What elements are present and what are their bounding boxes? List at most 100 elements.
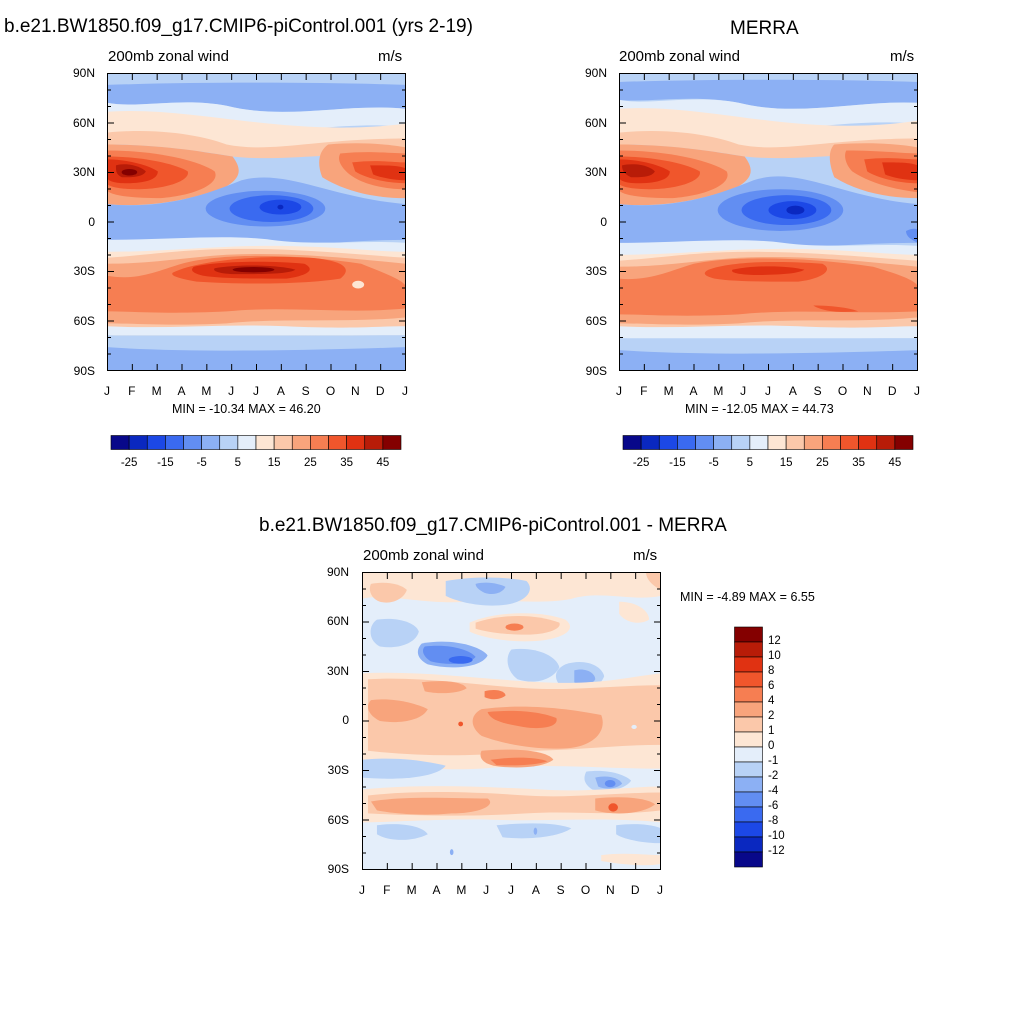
colorbar-swatch <box>695 435 714 450</box>
colorbar-swatch <box>165 435 184 450</box>
obs-panel-title: MERRA <box>730 18 799 39</box>
colorbar-label: 25 <box>815 457 829 469</box>
colorbar-label: 12 <box>768 635 781 647</box>
xtick-label: A <box>788 384 797 398</box>
xtick-label: J <box>359 883 365 897</box>
xtick-label: J <box>402 384 408 398</box>
colorbar-swatch <box>731 435 751 450</box>
obs-ytick-60n: 60N <box>584 116 607 130</box>
colorbar-swatch <box>734 836 763 853</box>
model-contour-plot <box>107 73 406 371</box>
colorbar-swatch <box>291 435 311 450</box>
model-ytick-60n: 60N <box>72 116 95 130</box>
model-ytick-90s: 90S <box>73 364 95 378</box>
diff-ytick-60n: 60N <box>326 614 349 628</box>
colorbar-swatch <box>734 656 763 673</box>
colorbar-swatch <box>734 746 763 763</box>
colorbar-swatch <box>640 435 660 450</box>
obs-ytick-90n: 90N <box>584 66 607 80</box>
colorbar-label: -1 <box>768 755 779 767</box>
colorbar-swatch <box>734 791 763 808</box>
colorbar-label: -2 <box>768 770 779 782</box>
colorbar-swatch <box>822 435 841 450</box>
model-ytick-30s: 30S <box>73 264 95 278</box>
colorbar-label: 45 <box>888 457 902 469</box>
obs-ytick-90s: 90S <box>585 364 607 378</box>
xtick-label: D <box>887 384 897 398</box>
colorbar-label: 8 <box>768 665 775 677</box>
diff-ytick-30s: 30S <box>327 763 349 777</box>
xtick-label: M <box>713 384 724 398</box>
colorbar-label: -15 <box>669 457 686 469</box>
colorbar-swatch <box>734 776 763 793</box>
colorbar-swatch <box>622 435 642 450</box>
colorbar-swatch <box>749 435 769 450</box>
colorbar-label: -6 <box>768 800 779 812</box>
colorbar-swatch <box>255 435 275 450</box>
obs-contour-plot <box>619 73 918 371</box>
xtick-label: J <box>765 384 771 398</box>
colorbar-label: -5 <box>196 457 207 469</box>
colorbar-label: 0 <box>768 740 775 752</box>
colorbar-swatch <box>382 435 402 450</box>
colorbar-swatch <box>328 435 347 450</box>
colorbar-swatch <box>183 435 202 450</box>
diff-ytick-90n: 90N <box>326 565 349 579</box>
xtick-label: A <box>531 883 540 897</box>
model-ytick-90n: 90N <box>72 66 95 80</box>
colorbar-swatch <box>734 851 763 868</box>
diff-units-label: m/s <box>633 547 658 564</box>
xtick-label: D <box>630 883 640 897</box>
colorbar-swatch <box>237 435 257 450</box>
xtick-label: J <box>616 384 622 398</box>
colorbar-swatch <box>734 806 763 823</box>
colorbar-swatch <box>734 626 763 643</box>
obs-ytick-30n: 30N <box>584 165 607 179</box>
xtick-label: F <box>640 384 648 398</box>
xtick-label: M <box>151 384 162 398</box>
xtick-label: M <box>663 384 674 398</box>
xtick-label: N <box>862 384 872 398</box>
obs-variable-label: 200mb zonal wind <box>619 48 740 65</box>
colorbar-swatch <box>785 435 805 450</box>
xtick-label: O <box>837 384 848 398</box>
colorbar-label: -10 <box>768 830 785 842</box>
xtick-label: F <box>128 384 136 398</box>
colorbar-label: 6 <box>768 680 775 692</box>
xtick-label: J <box>740 384 747 398</box>
model-plot-frame <box>107 73 406 371</box>
diff-minmax: MIN = -4.89 MAX = 6.55 <box>680 590 815 604</box>
colorbar-swatch <box>364 435 384 450</box>
colorbar-swatch <box>734 761 763 778</box>
colorbar-label: 5 <box>234 457 242 469</box>
colorbar-swatch <box>734 716 763 733</box>
model-minmax: MIN = -10.34 MAX = 46.20 <box>172 402 321 416</box>
colorbar-label: -5 <box>708 457 719 469</box>
colorbar-swatch <box>734 671 763 688</box>
colorbar-label: 1 <box>768 725 775 737</box>
diff-panel-title: b.e21.BW1850.f09_g17.CMIP6-piControl.001… <box>259 515 727 536</box>
xtick-label: O <box>325 384 336 398</box>
xtick-label: A <box>276 384 285 398</box>
diff-ytick-90s: 90S <box>327 862 349 876</box>
colorbar-label: -12 <box>768 845 785 857</box>
xtick-label: J <box>228 384 235 398</box>
obs-ytick-30s: 30S <box>585 264 607 278</box>
colorbar-label: -15 <box>157 457 174 469</box>
xtick-label: J <box>104 384 110 398</box>
xtick-label: J <box>483 883 490 897</box>
diff-ytick-30n: 30N <box>326 664 349 678</box>
colorbar-swatch <box>734 731 763 748</box>
colorbar-label: 45 <box>376 457 390 469</box>
colorbar-label: 15 <box>779 457 793 469</box>
colorbar-label: -25 <box>120 457 138 469</box>
colorbar-swatch <box>201 435 221 450</box>
xtick-label: S <box>813 384 822 398</box>
obs-units-label: m/s <box>890 48 915 65</box>
colorbar-label: 10 <box>768 650 781 662</box>
colorbar-label: 15 <box>267 457 281 469</box>
obs-colorbar <box>622 435 914 450</box>
xtick-label: J <box>508 883 514 897</box>
colorbar-swatch <box>803 435 823 450</box>
colorbar-label: -25 <box>632 457 650 469</box>
